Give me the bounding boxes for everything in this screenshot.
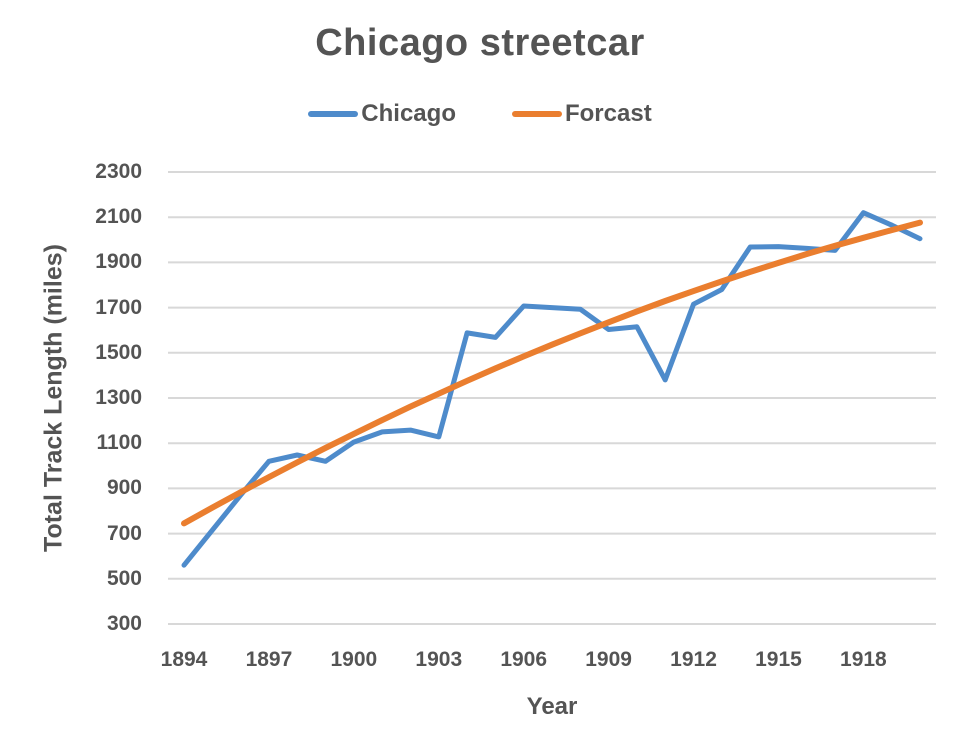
x-axis-title: Year [526,693,578,720]
chart-title: Chicago streetcar [315,22,645,64]
y-tick-label-900: 900 [106,476,142,500]
y-tick-label-1100: 1100 [96,431,142,455]
chicago-line-swatch-icon [308,111,359,117]
x-tick-label-1906: 1906 [500,648,548,671]
y-tick-label-300: 300 [106,612,142,635]
chicago-series-line [181,210,923,568]
legend-item-chicago: Chicago [308,100,456,128]
forcast-line-swatch-icon [511,111,562,117]
x-tick-label-1900: 1900 [330,648,378,671]
legend-label-chicago: Chicago [361,100,456,127]
x-tick-label-1912: 1912 [670,648,717,671]
y-tick-label-1700: 1700 [95,295,142,319]
y-tick-label-500: 500 [106,566,142,590]
legend: Chicago Forcast [0,100,960,128]
y-tick-label-1500: 1500 [95,340,142,364]
y-tick-label-700: 700 [106,521,142,545]
y-tick-label-1300: 1300 [95,386,142,409]
y-tick-label-1900: 1900 [95,250,142,274]
x-tick-label-1897: 1897 [245,648,293,671]
x-tick-label-1903: 1903 [415,648,463,671]
y-tick-label-2100: 2100 [95,205,142,229]
x-tick-label-1909: 1909 [585,648,632,671]
legend-item-forcast: Forcast [511,100,652,128]
y-tick-label-2300: 2300 [95,160,142,183]
legend-label-forcast: Forcast [564,100,652,127]
x-tick-label-1915: 1915 [755,648,802,671]
x-tick-label-1894: 1894 [160,648,208,671]
x-tick-label-1918: 1918 [840,648,887,671]
forcast-series-line [181,219,923,527]
